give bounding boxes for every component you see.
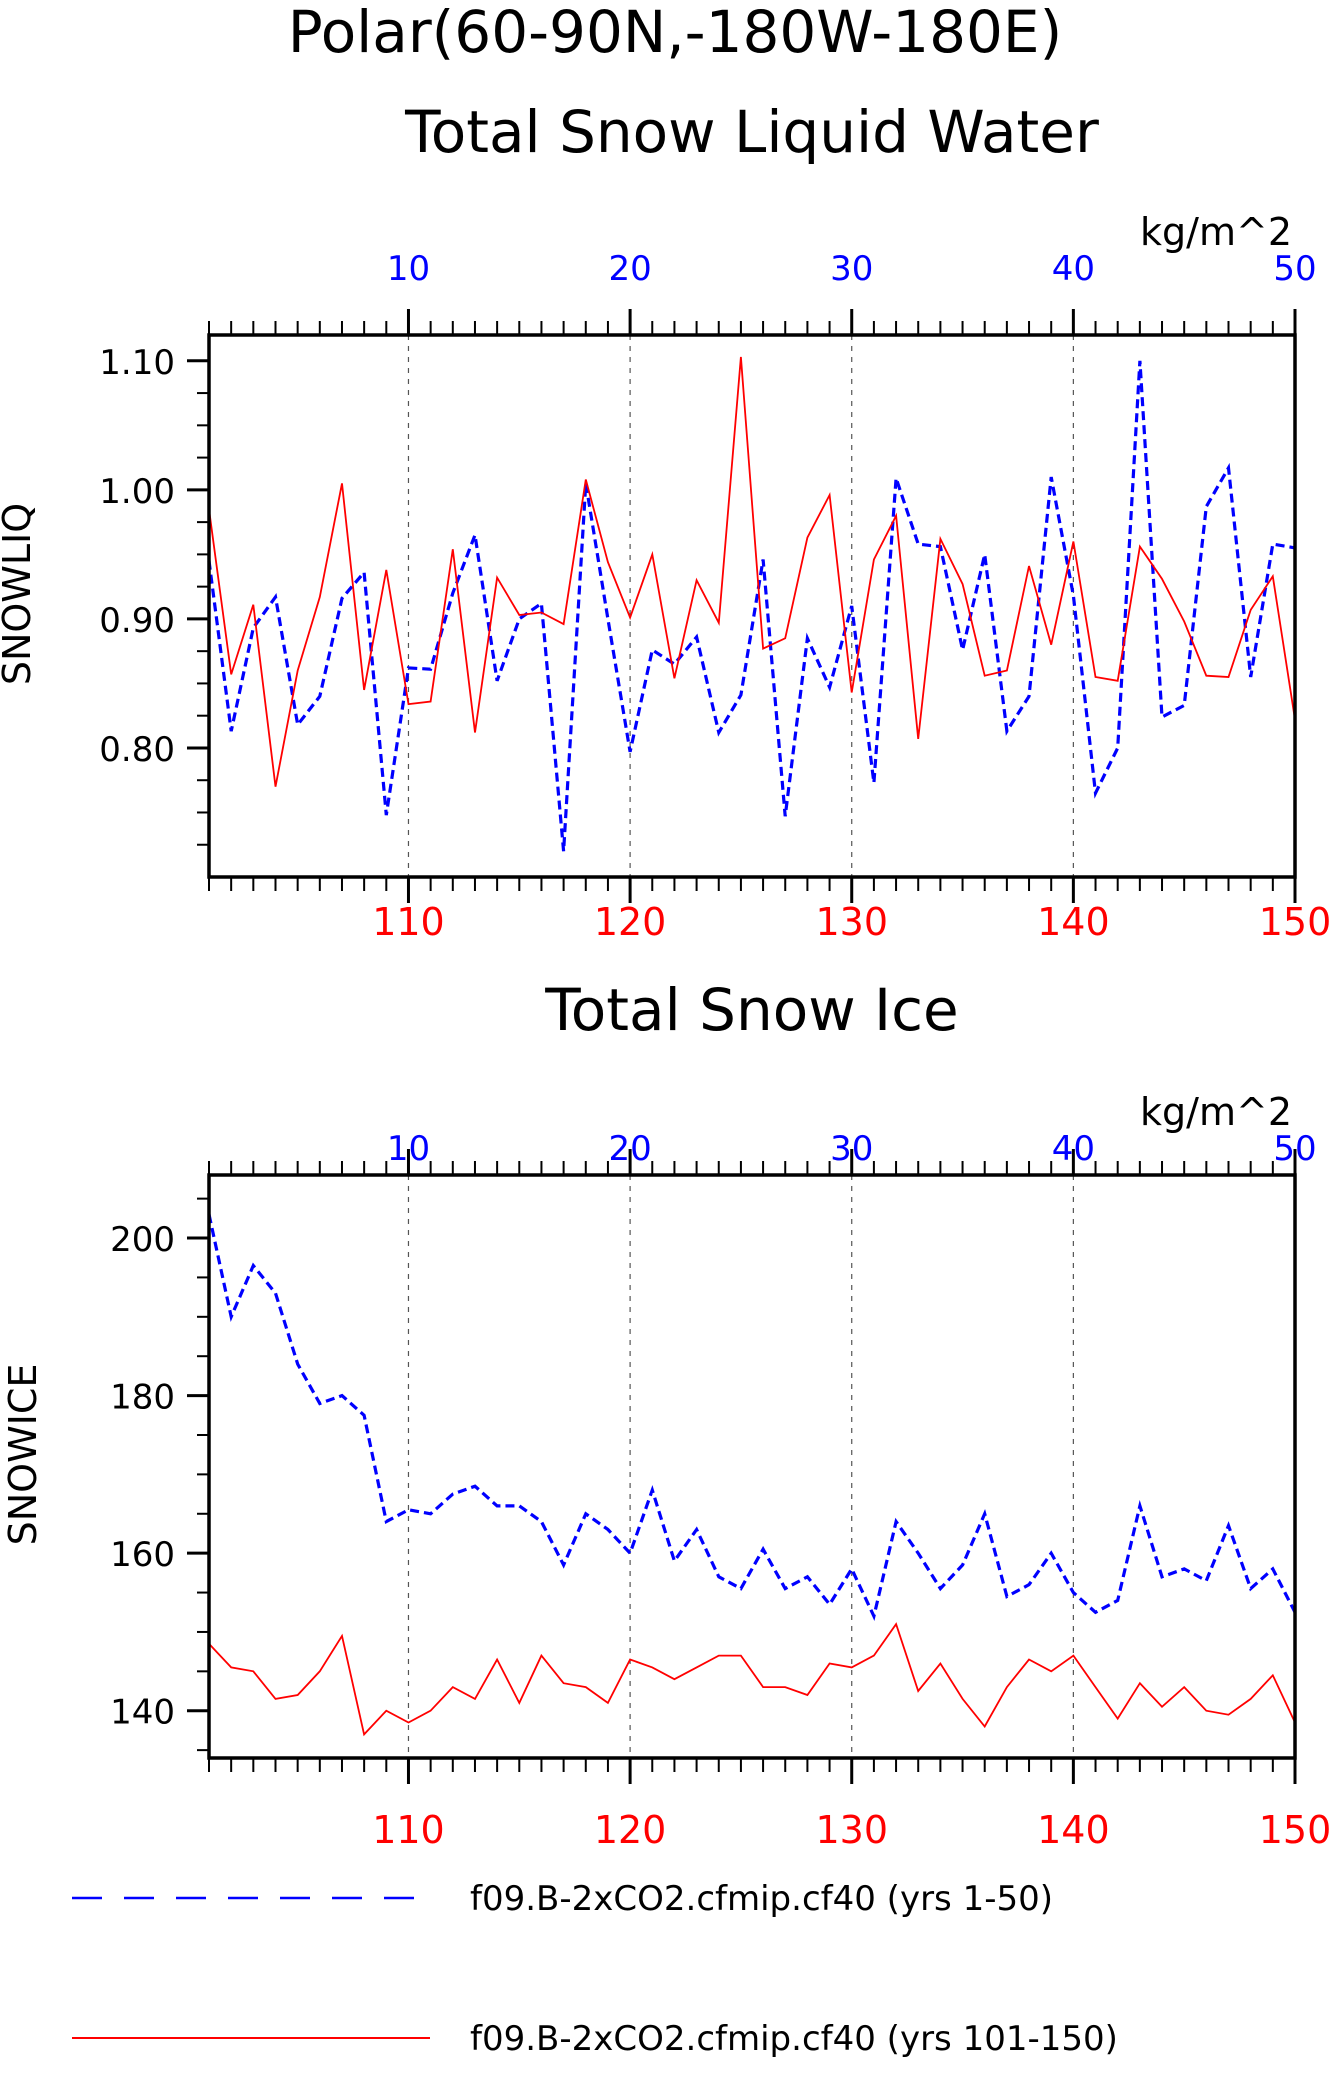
- plot-frame: [207, 333, 1297, 879]
- bottom-axis-label: 140: [1037, 1808, 1110, 1852]
- chart-title: Total Snow Ice: [544, 976, 959, 1044]
- top-axis-label: 40: [1052, 249, 1095, 289]
- top-axis-label: 30: [830, 1129, 873, 1169]
- chart-title: Total Snow Liquid Water: [404, 98, 1099, 166]
- y-tick-label: 0.80: [99, 730, 175, 770]
- bottom-axis-label: 130: [815, 1808, 888, 1852]
- legend-label: f09.B-2xCO2.cfmip.cf40 (yrs 101-150): [470, 2019, 1118, 2059]
- series-yrs-1-50-line: [207, 360, 1296, 852]
- series-yrs-101-150-line: [208, 1622, 1296, 1737]
- y-tick-label: 140: [110, 1693, 175, 1733]
- units-label: kg/m^2: [1140, 210, 1292, 254]
- top-axis-label: 20: [608, 249, 651, 289]
- y-tick-label: 0.90: [99, 601, 175, 641]
- top-axis-label: 50: [1273, 249, 1316, 289]
- figure-title: Polar(60-90N,-180W-180E): [288, 0, 1062, 66]
- legend: f09.B-2xCO2.cfmip.cf40 (yrs 1-50) f09.B-2…: [72, 1879, 1118, 2059]
- top-axis-label: 30: [830, 249, 873, 289]
- series-yrs-101-150-line: [208, 356, 1296, 787]
- snowliq-chart: Total Snow Liquid Water kg/m^2 0.80 0.90 1.0…: [0, 98, 1331, 944]
- bottom-axis-label: 110: [372, 1808, 445, 1852]
- top-axis-label: 50: [1273, 1129, 1316, 1169]
- y-tick-label: 1.10: [99, 343, 175, 383]
- legend-label: f09.B-2xCO2.cfmip.cf40 (yrs 1-50): [470, 1879, 1053, 1919]
- snowice-chart: Total Snow Ice kg/m^2 140 160 180 200 10 20 30 40…: [1, 976, 1331, 1852]
- top-axis-label: 20: [608, 1129, 651, 1169]
- y-axis-label: SNOWLIQ: [0, 503, 39, 685]
- bottom-axis-label: 150: [1259, 900, 1332, 944]
- top-axis-label: 40: [1052, 1129, 1095, 1169]
- series-yrs-1-50-line: [207, 1214, 1297, 1622]
- y-tick-label: 160: [110, 1535, 175, 1575]
- bottom-axis-label: 130: [815, 900, 888, 944]
- units-label: kg/m^2: [1140, 1090, 1292, 1134]
- top-axis-label: 10: [387, 249, 430, 289]
- bottom-axis-label: 120: [594, 900, 667, 944]
- bottom-axis-label: 140: [1037, 900, 1110, 944]
- bottom-axis-label: 120: [594, 1808, 667, 1852]
- y-axis-label: SNOWICE: [1, 1364, 45, 1546]
- bottom-axis-label: 110: [372, 900, 445, 944]
- y-tick-label: 1.00: [99, 472, 175, 512]
- bottom-axis-label: 150: [1259, 1808, 1332, 1852]
- top-axis-label: 10: [387, 1129, 430, 1169]
- y-tick-label: 180: [110, 1378, 175, 1418]
- y-tick-label: 200: [110, 1220, 175, 1260]
- plot-frame: [207, 1173, 1297, 1760]
